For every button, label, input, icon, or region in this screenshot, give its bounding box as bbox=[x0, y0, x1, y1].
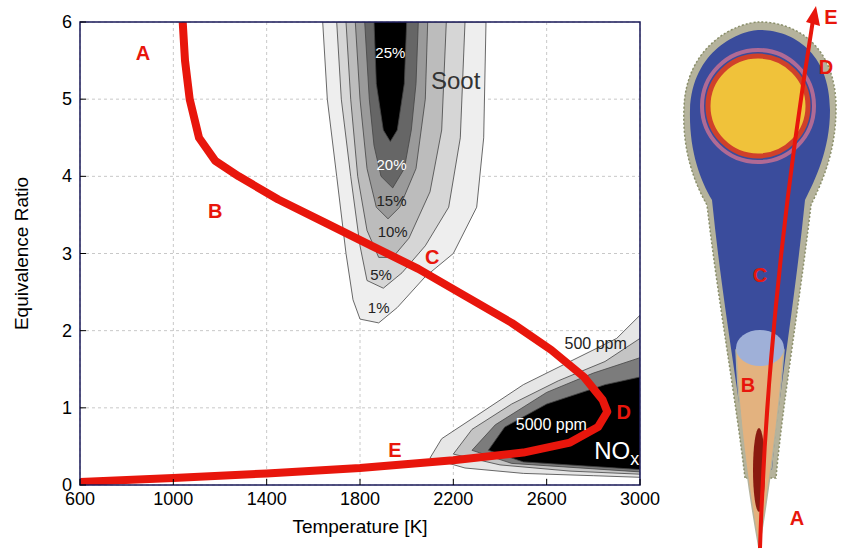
tick-label: 5 bbox=[62, 89, 72, 109]
contour-label: 1% bbox=[368, 299, 390, 316]
grid-line bbox=[80, 330, 640, 331]
tick bbox=[360, 479, 361, 485]
contour-label: 5000 ppm bbox=[516, 416, 587, 433]
contour-label: 25% bbox=[375, 44, 405, 61]
plot-frame bbox=[80, 22, 640, 485]
flame-diagram: A B C D E bbox=[684, 6, 838, 548]
annotation-text: NO bbox=[594, 437, 630, 464]
contour bbox=[355, 22, 427, 219]
arrow-head bbox=[806, 6, 820, 26]
flame-label: D bbox=[819, 56, 833, 78]
tick-label: 0 bbox=[62, 475, 72, 495]
contour-label: 10% bbox=[378, 223, 408, 240]
tick bbox=[453, 479, 454, 485]
contour bbox=[323, 22, 486, 323]
arrow bbox=[760, 20, 813, 548]
plot-bg bbox=[80, 22, 640, 485]
labels: 1% 5% 10% 15% 20% 25% 500 ppm 5000 ppm Soot NOx A B… bbox=[136, 42, 639, 469]
flame-label: C bbox=[753, 264, 767, 286]
tick bbox=[266, 479, 267, 485]
tick bbox=[546, 479, 547, 485]
contour bbox=[374, 22, 407, 142]
annotation: Soot bbox=[431, 67, 481, 94]
point-label: E bbox=[388, 439, 401, 461]
tick bbox=[80, 99, 86, 100]
tick-label: 2 bbox=[62, 321, 72, 341]
contour-label: 15% bbox=[376, 192, 406, 209]
contour-label: 20% bbox=[376, 156, 406, 173]
grid bbox=[80, 22, 640, 485]
annotation: NOx bbox=[594, 437, 639, 469]
tick-label: 3000 bbox=[620, 489, 660, 509]
contour bbox=[337, 22, 465, 288]
annotation-text: Soot bbox=[431, 67, 481, 94]
contour-label: 500 ppm bbox=[565, 335, 627, 352]
flame-label: E bbox=[824, 6, 837, 28]
axis-title: Equivalence Ratio bbox=[11, 177, 32, 330]
flame-label: A bbox=[790, 507, 804, 529]
contour-label: 5% bbox=[370, 266, 392, 283]
axes: 6001000140018002200260030000123456Temper… bbox=[11, 12, 660, 537]
contour bbox=[346, 22, 446, 257]
tick-label: 6 bbox=[62, 12, 72, 32]
tick-label: 1 bbox=[62, 398, 72, 418]
flame-label: B bbox=[741, 374, 755, 396]
tick bbox=[80, 330, 86, 331]
axis-title: Temperature [K] bbox=[292, 516, 427, 537]
point-label: D bbox=[616, 401, 630, 423]
tick-label: 2200 bbox=[433, 489, 473, 509]
tick bbox=[80, 253, 86, 254]
tick-label: 1400 bbox=[247, 489, 287, 509]
plot-area bbox=[80, 22, 640, 482]
tick bbox=[80, 22, 86, 23]
chart: 6001000140018002200260030000123456Temper… bbox=[0, 0, 844, 559]
curve bbox=[80, 22, 607, 482]
tick-label: 1800 bbox=[340, 489, 380, 509]
point-label: B bbox=[208, 200, 222, 222]
tick bbox=[80, 407, 86, 408]
tick bbox=[80, 485, 86, 486]
tick-label: 1000 bbox=[153, 489, 193, 509]
annotation-subscript: x bbox=[630, 449, 639, 469]
flame-halo bbox=[736, 330, 784, 366]
point-label: A bbox=[136, 42, 150, 64]
tick bbox=[80, 479, 81, 485]
flame-ring bbox=[702, 50, 814, 162]
contour bbox=[365, 22, 419, 188]
tick-label: 3 bbox=[62, 244, 72, 264]
tick bbox=[80, 176, 86, 177]
tick-label: 2600 bbox=[527, 489, 567, 509]
point-label: C bbox=[425, 246, 439, 268]
tick bbox=[640, 479, 641, 485]
tick bbox=[173, 479, 174, 485]
tick-label: 4 bbox=[62, 166, 72, 186]
soot-zone bbox=[708, 56, 808, 156]
